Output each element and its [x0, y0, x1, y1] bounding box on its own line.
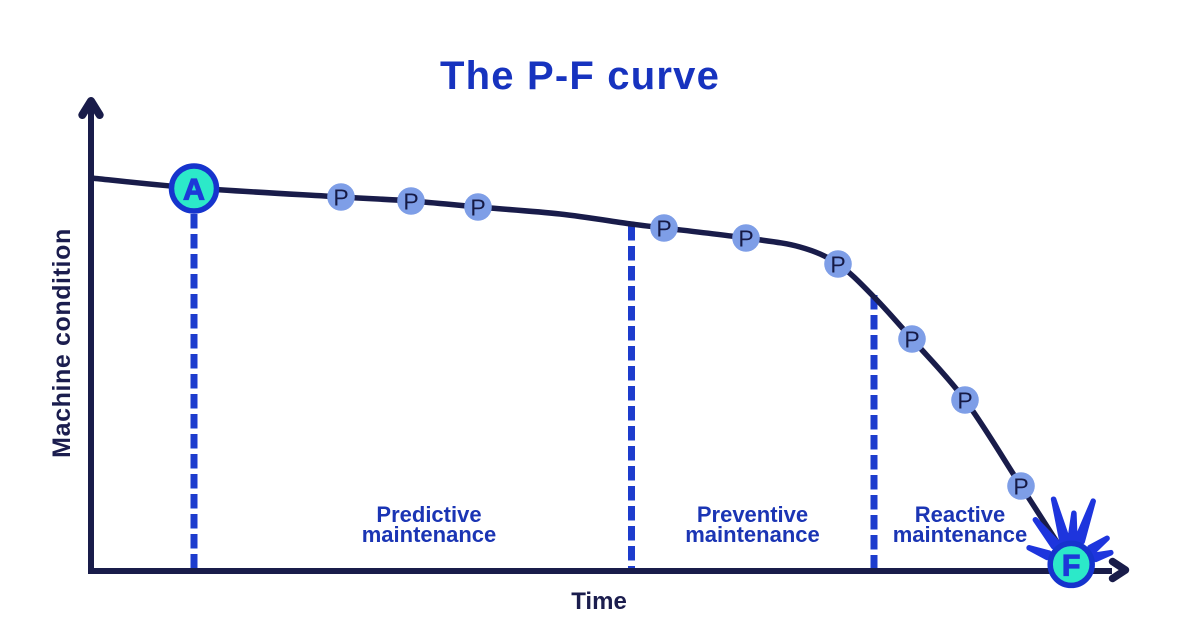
svg-text:maintenance: maintenance — [685, 522, 820, 547]
svg-text:P: P — [1013, 473, 1028, 499]
svg-text:maintenance: maintenance — [893, 522, 1028, 547]
svg-text:The P-F curve: The P-F curve — [440, 54, 720, 98]
svg-text:Predictive: Predictive — [376, 502, 481, 527]
svg-text:P: P — [738, 225, 753, 251]
svg-text:Machine condition: Machine condition — [48, 228, 76, 458]
svg-text:A: A — [183, 174, 205, 207]
svg-text:P: P — [403, 188, 418, 214]
svg-text:P: P — [904, 326, 919, 352]
svg-text:Time: Time — [571, 588, 627, 615]
svg-text:Reactive: Reactive — [915, 502, 1006, 527]
svg-text:P: P — [957, 387, 972, 413]
svg-text:P: P — [830, 251, 845, 277]
svg-text:F: F — [1062, 549, 1080, 582]
svg-text:Preventive: Preventive — [697, 502, 808, 527]
svg-text:maintenance: maintenance — [362, 522, 497, 547]
svg-text:P: P — [333, 184, 348, 210]
svg-text:P: P — [470, 194, 485, 220]
svg-text:P: P — [656, 215, 671, 241]
